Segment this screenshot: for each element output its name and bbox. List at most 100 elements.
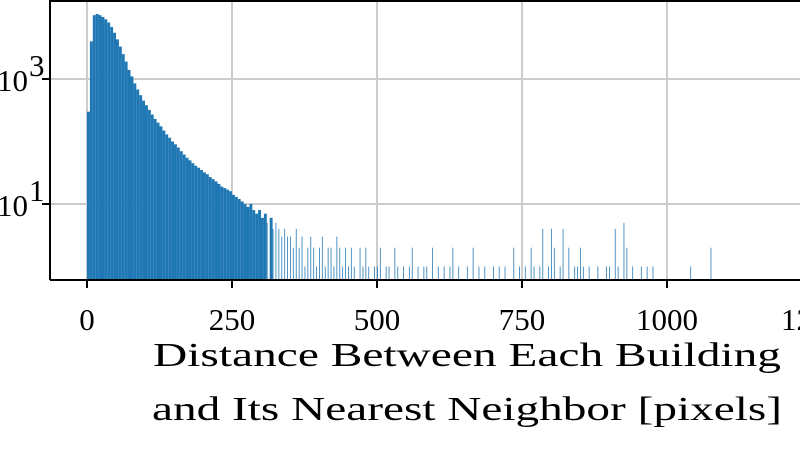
histogram-bar — [443, 266, 445, 280]
histogram-bar — [640, 266, 642, 280]
histogram-bar — [368, 266, 370, 280]
histogram-bar — [95, 13, 99, 280]
histogram-bar — [449, 266, 451, 280]
histogram-bar — [353, 266, 355, 280]
histogram-bar — [342, 266, 344, 280]
histogram-bar — [632, 266, 634, 280]
histogram-bar — [194, 165, 198, 280]
histogram-bar — [281, 236, 283, 280]
histogram-bar — [559, 266, 561, 280]
histogram-bar — [580, 247, 581, 280]
histogram-bar — [159, 126, 163, 280]
histogram-bar — [87, 111, 90, 280]
histogram-bar — [577, 266, 578, 280]
histogram-bar — [484, 266, 486, 280]
histogram-bar — [533, 266, 535, 280]
histogram-bar — [530, 247, 532, 280]
histogram-bar — [519, 266, 520, 280]
histogram-bar — [553, 247, 555, 280]
histogram-bar — [385, 266, 387, 280]
histogram-bar — [188, 160, 192, 280]
histogram-bar — [493, 266, 494, 280]
histogram-bar — [203, 172, 206, 280]
histogram-bar — [614, 228, 616, 280]
x-tick-label: 1250 — [781, 302, 800, 337]
x-ticks: 0 250 500 750 1000 1250 — [79, 280, 800, 337]
histogram-bar — [252, 210, 256, 280]
histogram-bar — [345, 247, 346, 280]
x-tick-label: 1000 — [636, 302, 698, 337]
histogram-bar — [582, 266, 584, 280]
histogram-bar — [359, 247, 361, 280]
histogram-bar — [365, 247, 367, 280]
histogram-bar — [426, 266, 428, 280]
histogram-bar — [133, 83, 137, 280]
histogram-bar — [524, 266, 526, 280]
histogram-bar — [208, 177, 212, 280]
histogram-bar — [118, 46, 122, 280]
histogram-bar — [98, 15, 102, 281]
histogram-bar — [287, 236, 288, 280]
histogram-bar — [150, 114, 154, 280]
histogram-bar — [333, 266, 335, 280]
histogram-bar — [588, 266, 590, 280]
histogram-bar — [174, 144, 177, 280]
histogram-bar — [261, 217, 264, 280]
histogram-bar — [156, 122, 160, 280]
histogram-bar — [290, 236, 291, 280]
histogram-bar — [269, 217, 273, 280]
histogram-bar — [574, 266, 576, 280]
histogram-bar — [185, 157, 189, 280]
histogram-bar — [336, 236, 338, 280]
y-tick-label: 10 — [0, 188, 28, 223]
histogram-bar — [350, 247, 352, 280]
y-tick-label-exponent: 1 — [29, 173, 45, 208]
histogram-bar — [124, 61, 128, 281]
histogram-bar — [504, 266, 506, 280]
histogram-bar — [319, 247, 320, 280]
histogram-bar — [263, 213, 267, 280]
histogram-bar — [542, 228, 544, 280]
histogram-bar — [130, 76, 134, 280]
histogram-bar — [272, 228, 274, 280]
histogram-bar — [217, 183, 221, 280]
histogram-bar — [205, 174, 209, 280]
histogram-bar — [171, 141, 174, 280]
histogram-bar — [295, 228, 297, 280]
histogram-bar — [472, 247, 474, 280]
axes — [49, 0, 800, 281]
histogram-bar — [374, 266, 375, 280]
histogram-bar — [466, 266, 468, 280]
histogram-bar — [609, 266, 610, 280]
y-tick-label: 10 — [0, 63, 28, 98]
histogram-bar — [330, 247, 332, 280]
histogram-bar — [162, 130, 166, 280]
histogram-bar — [226, 189, 230, 280]
histogram-bar — [258, 210, 261, 280]
histogram-bar — [652, 266, 654, 280]
histogram-bar — [562, 228, 564, 280]
histogram-bar — [214, 181, 218, 280]
histogram-bar — [223, 188, 227, 280]
histogram-bar — [548, 266, 549, 280]
histogram-bar — [92, 15, 96, 281]
histogram-bar — [348, 266, 349, 280]
histogram-bar — [136, 89, 140, 280]
histogram-bar — [551, 228, 552, 280]
histogram-bar — [240, 201, 244, 280]
histogram-bar — [411, 247, 413, 280]
histogram-bar — [211, 179, 215, 280]
histogram-bar — [513, 247, 515, 280]
histogram-bar — [147, 109, 151, 280]
histogram-bar — [101, 17, 105, 280]
histogram-bar — [423, 266, 425, 280]
histogram-bar — [89, 41, 93, 281]
histogram-bar — [237, 199, 241, 280]
x-axis-label-line-1: Distance Between Each Building — [153, 337, 781, 374]
histogram-bar — [179, 151, 183, 280]
histogram-bar — [121, 54, 125, 280]
histogram-bar — [324, 266, 326, 280]
histogram-bar — [623, 222, 625, 280]
histogram-bar — [710, 247, 712, 280]
histogram-bar — [539, 266, 541, 280]
